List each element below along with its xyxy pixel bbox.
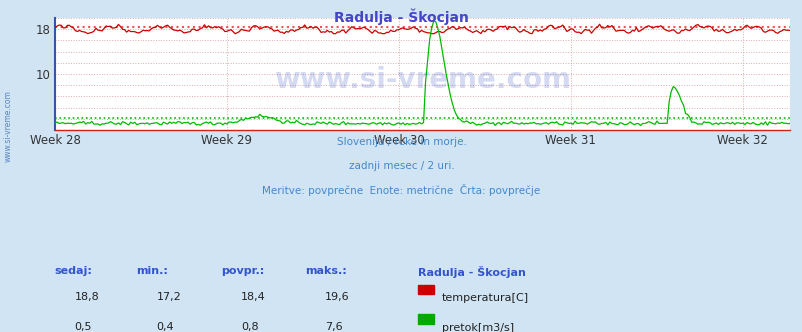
Text: 7,6: 7,6: [325, 322, 342, 332]
Text: temperatura[C]: temperatura[C]: [441, 293, 528, 303]
Text: 19,6: 19,6: [325, 292, 350, 302]
Text: www.si-vreme.com: www.si-vreme.com: [3, 90, 13, 162]
Text: 0,5: 0,5: [75, 322, 92, 332]
Text: 0,8: 0,8: [241, 322, 258, 332]
Text: Slovenija / reke in morje.: Slovenija / reke in morje.: [336, 137, 466, 147]
Text: 0,4: 0,4: [156, 322, 174, 332]
Text: zadnji mesec / 2 uri.: zadnji mesec / 2 uri.: [348, 161, 454, 171]
Text: 18,8: 18,8: [75, 292, 99, 302]
Text: Radulja - Škocjan: Radulja - Škocjan: [334, 8, 468, 25]
Text: Radulja - Škocjan: Radulja - Škocjan: [417, 266, 525, 278]
Text: min.:: min.:: [136, 266, 168, 276]
Text: Meritve: povprečne  Enote: metrične  Črta: povprečje: Meritve: povprečne Enote: metrične Črta:…: [262, 185, 540, 197]
Text: www.si-vreme.com: www.si-vreme.com: [273, 66, 570, 94]
Text: pretok[m3/s]: pretok[m3/s]: [441, 323, 513, 332]
Text: 18,4: 18,4: [241, 292, 265, 302]
Text: maks.:: maks.:: [305, 266, 346, 276]
Text: sedaj:: sedaj:: [55, 266, 92, 276]
Text: povpr.:: povpr.:: [221, 266, 264, 276]
Text: 17,2: 17,2: [156, 292, 181, 302]
